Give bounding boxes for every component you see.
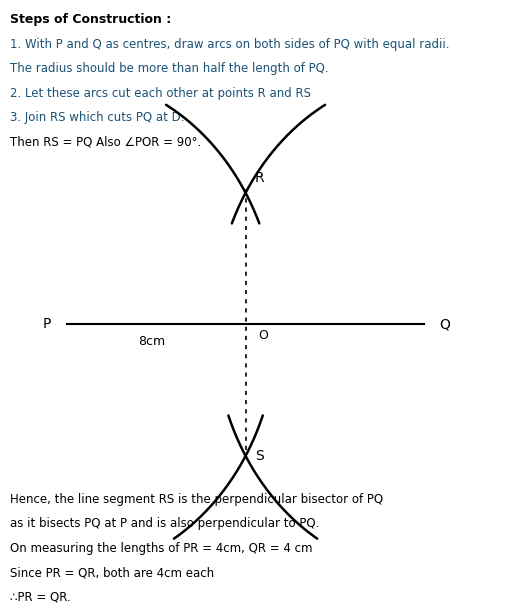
Text: 3. Join RS which cuts PQ at D.: 3. Join RS which cuts PQ at D. — [10, 111, 185, 124]
Text: R: R — [255, 171, 265, 185]
Text: ∴PR = QR.: ∴PR = QR. — [10, 591, 71, 603]
Text: S: S — [255, 449, 264, 463]
Text: Then RS = PQ Also ∠POR = 90°.: Then RS = PQ Also ∠POR = 90°. — [10, 136, 202, 149]
Text: The radius should be more than half the length of PQ.: The radius should be more than half the … — [10, 62, 329, 75]
Text: P: P — [42, 318, 51, 331]
Text: Hence, the line segment RS is the perpendicular bisector of PQ: Hence, the line segment RS is the perpen… — [10, 493, 384, 506]
Text: 1. With P and Q as centres, draw arcs on both sides of PQ with equal radii.: 1. With P and Q as centres, draw arcs on… — [10, 38, 450, 51]
Text: Q: Q — [439, 318, 450, 331]
Text: On measuring the lengths of PR = 4cm, QR = 4 cm: On measuring the lengths of PR = 4cm, QR… — [10, 542, 313, 554]
Text: 8cm: 8cm — [138, 335, 165, 348]
Text: 2. Let these arcs cut each other at points R and RS: 2. Let these arcs cut each other at poin… — [10, 87, 311, 100]
Text: Since PR = QR, both are 4cm each: Since PR = QR, both are 4cm each — [10, 566, 215, 579]
Text: O: O — [258, 329, 268, 342]
Text: Steps of Construction :: Steps of Construction : — [10, 13, 172, 26]
Text: as it bisects PQ at P and is also perpendicular to PQ.: as it bisects PQ at P and is also perpen… — [10, 517, 320, 530]
